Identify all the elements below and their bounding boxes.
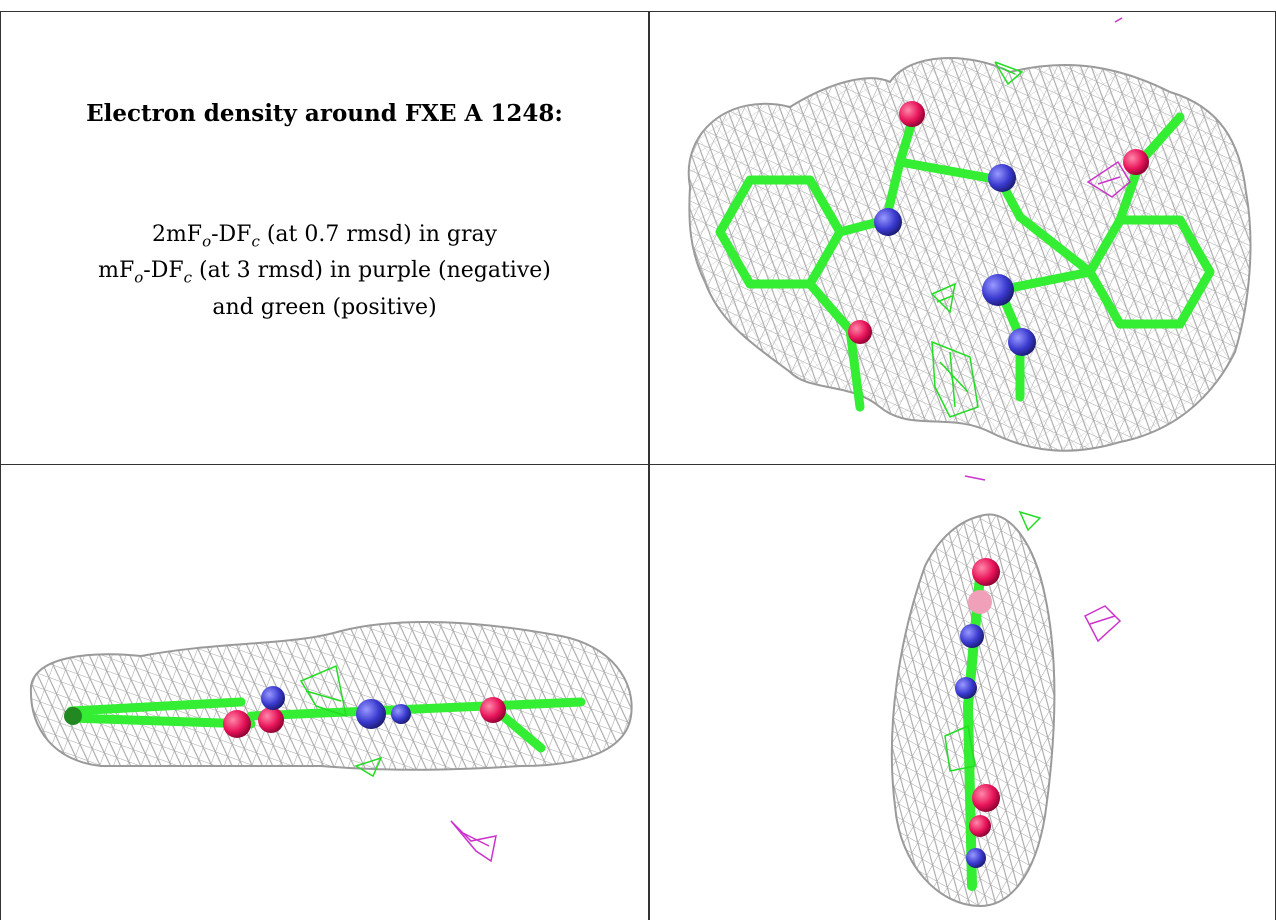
oxygen-atom bbox=[1123, 149, 1149, 175]
legend-line-positive: and green (positive) bbox=[212, 294, 437, 320]
side-view-cell bbox=[1, 466, 648, 919]
legend-line2-sub1: o bbox=[134, 268, 144, 287]
legend-line-2mfo: 2mFo-DFc (at 0.7 rmsd) in gray bbox=[1, 220, 648, 256]
oxygen-atom bbox=[972, 784, 1000, 812]
side-view-render bbox=[29, 620, 633, 863]
difference-density-positive bbox=[299, 664, 383, 778]
nitrogen-atom bbox=[356, 699, 386, 729]
legend-line2-suffix: (at 3 rmsd) in purple (negative) bbox=[192, 258, 551, 284]
difference-density-negative bbox=[964, 475, 1122, 643]
legend-line1-sub1: o bbox=[202, 232, 212, 251]
end-view-render bbox=[890, 475, 1122, 908]
oxygen-atom bbox=[848, 320, 872, 344]
legend-text: 2mFo-DFc (at 0.7 rmsd) in gray mFo-DFc (… bbox=[1, 220, 648, 323]
end-view-cell bbox=[650, 466, 1275, 919]
legend-line1-sub2: c bbox=[251, 232, 260, 251]
figure-title: Electron density around FXE A 1248: bbox=[86, 100, 563, 127]
oxygen-atom bbox=[223, 710, 251, 738]
oxygen-atom bbox=[899, 101, 925, 127]
top-view-cell bbox=[650, 12, 1275, 464]
oxygen-atom bbox=[972, 558, 1000, 586]
ligand-bonds bbox=[715, 107, 1215, 412]
nitrogen-atom bbox=[874, 208, 902, 236]
ligand-atoms bbox=[955, 558, 1000, 868]
difference-density-positive bbox=[930, 61, 1024, 418]
difference-density-negative bbox=[1086, 17, 1131, 198]
density-mesh-gray bbox=[29, 620, 633, 771]
legend-line1-mid: -DF bbox=[211, 222, 252, 247]
caption-cell: Electron density around FXE A 1248: 2mFo… bbox=[1, 12, 648, 464]
table-border-center bbox=[648, 11, 650, 920]
nitrogen-atom bbox=[955, 677, 977, 699]
oxygen-atom bbox=[968, 590, 992, 614]
oxygen-atom bbox=[969, 815, 991, 837]
difference-density-positive bbox=[944, 510, 1042, 772]
table-border-top bbox=[0, 11, 1276, 12]
nitrogen-atom bbox=[988, 164, 1016, 192]
oxygen-atom bbox=[480, 697, 506, 723]
ligand-atoms bbox=[64, 686, 506, 738]
nitrogen-atom bbox=[261, 686, 285, 710]
legend-line1-prefix: 2mF bbox=[151, 222, 203, 247]
oxygen-atom bbox=[258, 707, 284, 733]
legend-line2-prefix: mF bbox=[98, 258, 135, 284]
density-mesh-gray bbox=[687, 57, 1252, 452]
top-view-render bbox=[687, 17, 1252, 452]
nitrogen-atom bbox=[982, 274, 1014, 306]
nitrogen-atom bbox=[960, 624, 984, 648]
difference-density-negative bbox=[450, 820, 497, 863]
nitrogen-atom bbox=[966, 848, 986, 868]
nitrogen-atom bbox=[391, 704, 411, 724]
table-border-middle bbox=[0, 464, 1276, 465]
ligand-atoms bbox=[848, 101, 1149, 356]
table-border-left bbox=[0, 11, 1, 920]
legend-line2-sub2: c bbox=[183, 268, 193, 287]
carbon-atom bbox=[64, 707, 82, 725]
legend-line1-suffix: (at 0.7 rmsd) in gray bbox=[259, 222, 498, 247]
legend-line-mfo: mFo-DFc (at 3 rmsd) in purple (negative) bbox=[1, 256, 648, 292]
nitrogen-atom bbox=[1008, 328, 1036, 356]
density-mesh-gray bbox=[890, 513, 1056, 908]
legend-line2-mid: -DF bbox=[143, 258, 184, 284]
